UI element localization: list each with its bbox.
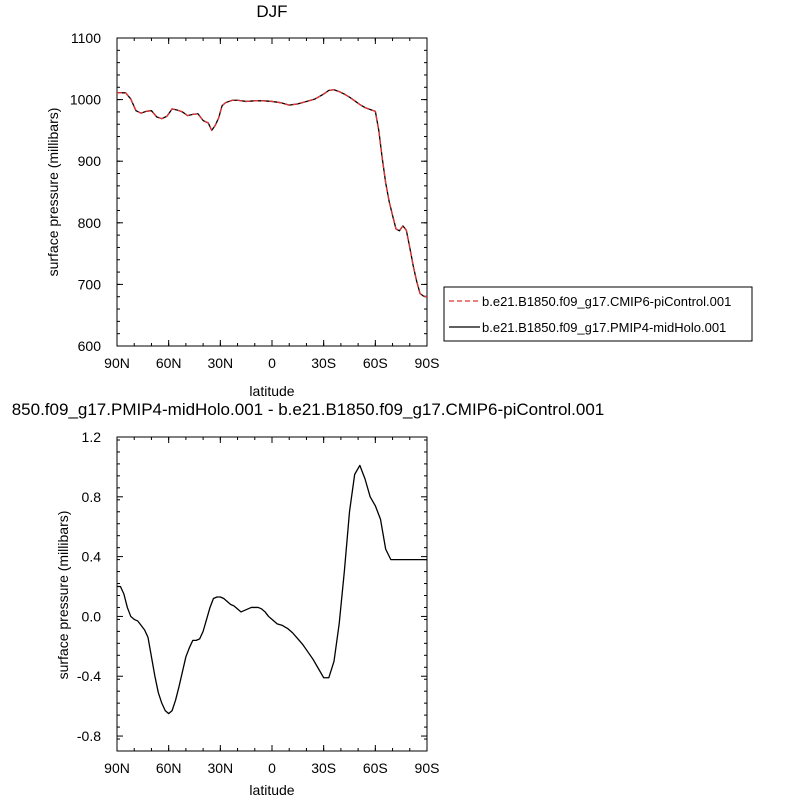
top-plot-area: 90N 60N 30N 0 30S 60S 90S 600 700 800 900 1000 1100 xyxy=(70,30,440,371)
bottom-plot-area: 90N 60N 30N 0 30S 60S 90S -0.8 -0.4 0.0 0.4 0.8 1.2 xyxy=(77,429,440,776)
bottom-x-tick-label: 90S xyxy=(415,760,440,776)
bottom-y-tick-label: 1.2 xyxy=(82,429,102,445)
top-chart-title: DJF xyxy=(256,2,287,21)
top-y-tick-label: 800 xyxy=(78,215,102,231)
top-plot-frame xyxy=(116,37,428,347)
bottom-y-tick-label: 0.8 xyxy=(82,489,102,505)
top-y-tick-label: 600 xyxy=(78,338,102,354)
top-x-axis-label: latitude xyxy=(249,383,294,399)
top-x-tick-label: 60S xyxy=(363,355,388,371)
top-y-tick-label: 700 xyxy=(78,276,102,292)
bottom-x-tick-label: 60S xyxy=(363,760,388,776)
top-x-tick-label: 0 xyxy=(268,355,276,371)
top-series-line-0 xyxy=(117,89,428,298)
top-x-tick-label: 30N xyxy=(207,355,233,371)
top-x-tick-label: 60N xyxy=(156,355,182,371)
top-panel: DJF 90N 60N 30N 0 30S 60S 90S 600 700 800 900 1000 1… xyxy=(45,2,753,399)
bottom-x-tick-label: 90N xyxy=(104,760,130,776)
top-x-tick-label: 90N xyxy=(104,355,130,371)
legend: b.e21.B1850.f09_g17.CMIP6-piControl.001 … xyxy=(443,286,753,342)
top-x-tick-label: 90S xyxy=(415,355,440,371)
top-y-tick-label: 1000 xyxy=(70,92,101,108)
bottom-chart-title: 850.f09_g17.PMIP4-midHolo.001 - b.e21.B1… xyxy=(12,400,605,419)
bottom-x-tick-label: 30N xyxy=(207,760,233,776)
top-series-line-1 xyxy=(117,89,428,298)
top-x-tick-label: 30S xyxy=(311,355,336,371)
bottom-x-tick-label: 60N xyxy=(156,760,182,776)
bottom-y-tick-label: 0.4 xyxy=(82,549,102,565)
bottom-y-tick-label: -0.4 xyxy=(77,668,101,684)
top-y-tick-label: 1100 xyxy=(71,30,101,46)
top-y-axis-label: surface pressure (millibars) xyxy=(45,108,61,277)
legend-label-piControl: b.e21.B1850.f09_g17.CMIP6-piControl.001 xyxy=(482,294,731,309)
bottom-y-tick-label: -0.8 xyxy=(77,728,101,744)
bottom-x-tick-label: 30S xyxy=(311,760,336,776)
bottom-x-tick-label: 0 xyxy=(268,760,276,776)
bottom-plot-frame xyxy=(116,436,428,752)
legend-box xyxy=(443,286,753,342)
bottom-panel: 850.f09_g17.PMIP4-midHolo.001 - b.e21.B1… xyxy=(12,400,605,798)
bottom-x-axis-label: latitude xyxy=(249,782,294,798)
legend-label-midHolo: b.e21.B1850.f09_g17.PMIP4-midHolo.001 xyxy=(482,320,726,335)
bottom-series-line-0 xyxy=(117,464,427,715)
top-y-tick-label: 900 xyxy=(78,153,102,169)
bottom-y-tick-label: 0.0 xyxy=(82,608,102,624)
bottom-y-axis-label: surface pressure (millibars) xyxy=(55,511,71,680)
